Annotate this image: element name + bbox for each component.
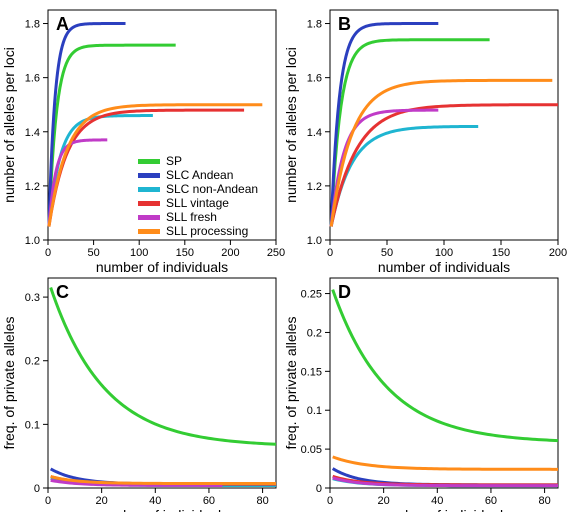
xtick-label: 60	[485, 495, 497, 507]
legend-label: SLL processing	[166, 224, 248, 238]
ylabel: number of alleles per loci	[1, 47, 17, 203]
xtick-label: 40	[149, 495, 161, 507]
panel-B: 0 50 100 150 200 1.0 1.2 1.4 1.6 1.8 number of ind…	[283, 10, 567, 275]
legend-swatch	[138, 201, 160, 206]
xtick-label: 40	[431, 495, 443, 507]
ytick-label: 0	[316, 483, 322, 495]
xtick-label: 50	[381, 247, 393, 259]
ytick-label: 0.3	[25, 292, 40, 304]
series-sp	[331, 40, 489, 227]
xtick-label: 80	[538, 495, 550, 507]
xtick-label: 60	[203, 495, 215, 507]
ytick-label: 1.0	[307, 235, 322, 247]
series-slc-non-andean	[49, 116, 153, 227]
panel-A: 0 50 100 150 200 250 1.0 1.2 1.4 1.6 1.8 number of …	[1, 10, 285, 275]
legend-label: SLC Andean	[166, 168, 233, 182]
legend-label: SLL vintage	[166, 196, 229, 210]
xtick-label: 150	[176, 247, 194, 259]
ytick-label: 0.2	[307, 327, 322, 339]
panel-letter: A	[56, 14, 69, 34]
series-slc-andean	[331, 24, 438, 227]
ytick-label: 0.1	[25, 419, 40, 431]
legend-swatch	[138, 229, 160, 234]
ytick-label: 0.25	[301, 289, 322, 301]
xtick-label: 100	[435, 247, 453, 259]
panel-border	[48, 278, 276, 488]
xtick-label: 150	[492, 247, 510, 259]
ytick-label: 1.6	[307, 73, 322, 85]
ytick-label: 1.6	[25, 73, 40, 85]
panel-letter: D	[338, 282, 351, 302]
panel-letter: C	[56, 282, 69, 302]
xtick-label: 100	[130, 247, 148, 259]
ytick-label: 0.2	[25, 356, 40, 368]
ytick-label: 0	[34, 483, 40, 495]
panel-letter: B	[338, 14, 351, 34]
series-sp	[51, 288, 276, 445]
xtick-label: 200	[549, 247, 567, 259]
ytick-label: 0.1	[307, 405, 322, 417]
ytick-label: 1.4	[307, 127, 322, 139]
xtick-label: 0	[327, 247, 333, 259]
ylabel: freq. of private alleles	[1, 316, 17, 449]
series-sll-processing	[333, 457, 558, 469]
legend-swatch	[138, 215, 160, 220]
xlabel: number of individuals	[378, 259, 510, 275]
figure-svg: 0501001502002501.01.21.41.61.8number of …	[0, 0, 567, 512]
xtick-label: 50	[87, 247, 99, 259]
ytick-label: 0.05	[301, 444, 322, 456]
legend-label: SLL fresh	[166, 210, 217, 224]
xtick-label: 20	[378, 495, 390, 507]
ylabel: number of alleles per loci	[283, 47, 299, 203]
xlabel: number of individuals	[96, 507, 228, 512]
xtick-label: 250	[267, 247, 285, 259]
series-slc-non-andean	[331, 126, 478, 226]
xtick-label: 0	[45, 495, 51, 507]
xtick-label: 20	[96, 495, 108, 507]
xtick-label: 0	[327, 495, 333, 507]
series-sp	[333, 290, 558, 441]
xlabel: number of individuals	[378, 507, 510, 512]
ylabel: freq. of private alleles	[283, 316, 299, 449]
ytick-label: 1.4	[25, 127, 40, 139]
ytick-label: 1.0	[25, 235, 40, 247]
series-sll-vintage	[331, 105, 558, 227]
xlabel: number of individuals	[96, 259, 228, 275]
ytick-label: 1.2	[25, 181, 40, 193]
legend-label: SP	[166, 154, 182, 168]
legend-swatch	[138, 187, 160, 192]
ytick-label: 1.2	[307, 181, 322, 193]
panel-D: 0 20 40 60 80 0 0.05 0.1 0.15 0.2 0.25 number of in…	[283, 278, 558, 512]
xtick-label: 200	[221, 247, 239, 259]
xtick-label: 0	[45, 247, 51, 259]
xtick-label: 80	[256, 495, 268, 507]
legend: SPSLC AndeanSLC non-AndeanSLL vintageSLL…	[138, 154, 258, 238]
series-sll-processing	[331, 80, 552, 226]
legend-label: SLC non-Andean	[166, 182, 258, 196]
panel-C: 0 20 40 60 80 0 0.1 0.2 0.3 number of individuals…	[1, 278, 276, 512]
legend-swatch	[138, 173, 160, 178]
panel-border	[330, 278, 558, 488]
ytick-label: 1.8	[307, 19, 322, 31]
ytick-label: 0.15	[301, 366, 322, 378]
legend-swatch	[138, 159, 160, 164]
ytick-label: 1.8	[25, 19, 40, 31]
